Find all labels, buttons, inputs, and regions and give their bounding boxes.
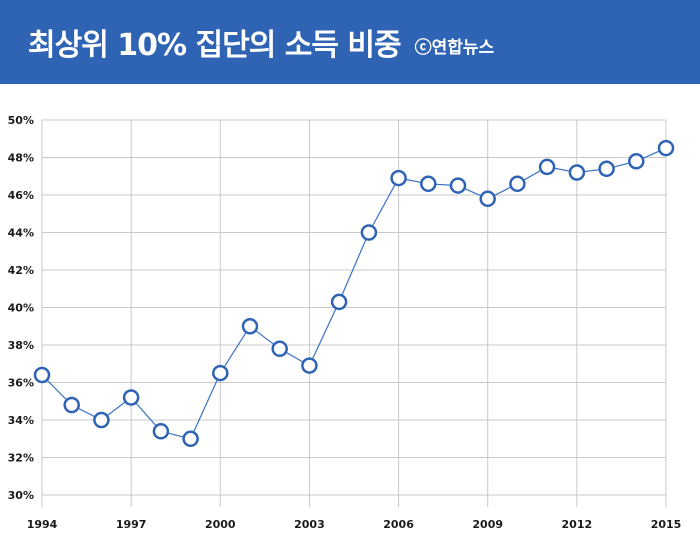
y-tick-label: 30% [8,489,34,502]
header-banner: 최상위 10% 집단의 소득 비중 ⓒ연합뉴스 [0,0,700,84]
data-point-1996 [93,411,110,429]
data-point-1995 [63,396,80,414]
y-tick-label: 34% [8,414,34,427]
data-point-2003 [301,357,318,374]
data-point-2015 [657,139,675,157]
data-point-2004 [330,293,348,311]
y-tick-label: 50% [8,114,34,127]
y-tick-label: 32% [8,452,34,465]
data-point-2013 [598,160,615,178]
data-point-2001 [241,318,259,335]
y-tick-label: 46% [8,189,34,202]
data-point-2011 [538,158,556,176]
data-point-1999 [182,430,199,448]
data-point-2000 [212,364,229,382]
y-tick-label: 42% [8,264,34,277]
y-tick-label: 44% [8,227,34,240]
y-axis-ticks: 30% 32% 34% 36% 38% 40% 42% 44% 46% 48% 50% [8,114,34,502]
data-point-2014 [628,153,645,170]
y-tick-label: 36% [8,377,34,390]
x-tick-label: 1997 [116,518,147,531]
x-tick-label: 2015 [651,518,682,531]
data-point-2005 [360,224,378,241]
source-credit: ⓒ연합뉴스 [414,37,495,58]
x-tick-label: 1994 [27,518,58,531]
data-point-2007 [420,175,437,193]
x-tick-label: 2006 [383,518,414,531]
data-point-2012 [568,164,586,181]
data-point-2002 [271,340,288,358]
series-layer [33,139,675,448]
data-point-1994 [33,366,51,384]
data-point-2010 [509,175,526,193]
y-tick-label: 38% [8,339,34,352]
data-point-1997 [122,389,140,406]
x-tick-label: 2012 [562,518,593,531]
data-point-2008 [449,177,467,194]
data-point-1998 [152,423,170,440]
x-axis-ticks: 1994 1997 2000 2003 2006 2009 2012 2015 [27,518,682,531]
y-tick-label: 40% [8,302,34,315]
series-line [41,147,667,440]
x-tick-label: 2000 [205,518,236,531]
data-point-2009 [479,190,496,208]
x-tick-label: 2009 [472,518,503,531]
chart-title: 최상위 10% 집단의 소득 비중 [28,28,402,63]
y-tick-label: 48% [8,152,34,165]
x-tick-label: 2003 [294,518,325,531]
data-point-2006 [390,169,407,187]
